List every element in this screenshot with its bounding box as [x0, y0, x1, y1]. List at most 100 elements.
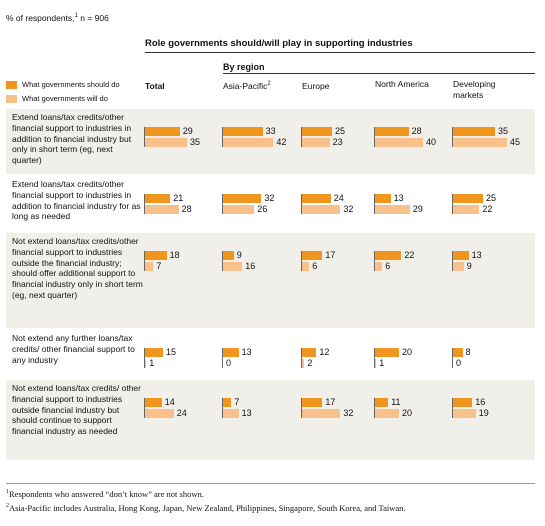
bar-should-total-row-5: [145, 398, 162, 407]
value-will-europe-row-5: 32: [343, 408, 354, 418]
column-asia-pacific: Asia-Pacific2: [223, 80, 271, 91]
respondents-note: % of respondents,1 n = 906: [6, 13, 109, 23]
axis-tick-north-america-row-5: [374, 398, 375, 418]
axis-tick-developing-markets-row-5: [452, 398, 453, 418]
value-should-developing-markets-row-3: 13: [471, 250, 482, 260]
value-will-north-america-row-5: 20: [402, 408, 413, 418]
bar-should-europe-row-5: [302, 398, 323, 407]
bar-will-developing-markets-row-1: [453, 138, 507, 147]
axis-tick-total-row-4: [144, 348, 145, 368]
bar-will-total-row-3: [145, 262, 154, 271]
value-should-north-america-row-1: 28: [411, 126, 422, 136]
bar-will-europe-row-1: [302, 138, 330, 147]
axis-tick-europe-row-1: [301, 127, 302, 147]
axis-tick-total-row-2: [144, 194, 145, 214]
bar-will-north-america-row-4: [375, 359, 377, 368]
value-will-developing-markets-row-5: 19: [478, 408, 489, 418]
value-will-north-america-row-3: 6: [385, 261, 391, 271]
axis-tick-total-row-1: [144, 127, 145, 147]
bar-should-europe-row-1: [302, 127, 332, 136]
bar-should-asia-pacific-row-1: [223, 127, 263, 136]
value-will-developing-markets-row-1: 45: [510, 137, 521, 147]
value-will-north-america-row-4: 1: [379, 358, 385, 368]
axis-tick-europe-row-3: [301, 251, 302, 271]
value-should-asia-pacific-row-5: 7: [234, 397, 240, 407]
value-should-asia-pacific-row-1: 33: [265, 126, 276, 136]
bar-should-developing-markets-row-3: [453, 251, 469, 260]
value-will-total-row-5: 24: [176, 408, 187, 418]
bar-should-developing-markets-row-4: [453, 348, 463, 357]
axis-tick-north-america-row-2: [374, 194, 375, 214]
bar-will-asia-pacific-row-3: [223, 262, 243, 271]
value-should-north-america-row-3: 22: [404, 250, 415, 260]
axis-tick-europe-row-2: [301, 194, 302, 214]
region-rule: [223, 73, 535, 74]
value-should-total-row-1: 29: [182, 126, 193, 136]
value-will-europe-row-3: 6: [312, 261, 318, 271]
bar-will-europe-row-4: [302, 359, 305, 368]
value-will-europe-row-1: 23: [332, 137, 343, 147]
row-label-5: Not extend loans/tax credits/ other fina…: [12, 383, 141, 437]
bar-should-europe-row-3: [302, 251, 323, 260]
value-should-developing-markets-row-4: 8: [465, 347, 471, 357]
value-will-asia-pacific-row-4: 0: [226, 358, 232, 368]
bar-will-europe-row-5: [302, 409, 341, 418]
value-will-developing-markets-row-3: 9: [466, 261, 472, 271]
footnote-rule: [6, 483, 535, 484]
bar-should-total-row-3: [145, 251, 167, 260]
bar-should-north-america-row-4: [375, 348, 399, 357]
bar-should-north-america-row-5: [375, 398, 389, 407]
bar-will-developing-markets-row-5: [453, 409, 476, 418]
bar-will-total-row-2: [145, 205, 179, 214]
legend-swatch-will: [6, 94, 17, 103]
value-will-asia-pacific-row-2: 26: [257, 204, 268, 214]
value-will-total-row-1: 35: [190, 137, 201, 147]
bar-will-total-row-1: [145, 138, 187, 147]
value-should-europe-row-5: 17: [325, 397, 336, 407]
bar-should-asia-pacific-row-5: [223, 398, 232, 407]
axis-tick-europe-row-4: [301, 348, 302, 368]
bar-will-developing-markets-row-2: [453, 205, 480, 214]
bar-will-europe-row-3: [302, 262, 310, 271]
value-will-total-row-4: 1: [149, 358, 155, 368]
bar-should-developing-markets-row-2: [453, 194, 483, 203]
bar-will-europe-row-2: [302, 205, 341, 214]
bar-will-total-row-4: [145, 359, 147, 368]
value-should-europe-row-3: 17: [325, 250, 336, 260]
row-band-3: [6, 233, 535, 328]
axis-tick-total-row-3: [144, 251, 145, 271]
value-should-developing-markets-row-1: 35: [498, 126, 509, 136]
column-total: Total: [145, 81, 165, 91]
value-should-asia-pacific-row-3: 9: [236, 250, 242, 260]
row-label-2: Extend loans/tax credits/other financial…: [12, 179, 141, 222]
axis-tick-developing-markets-row-3: [452, 251, 453, 271]
bar-should-developing-markets-row-1: [453, 127, 495, 136]
bar-should-total-row-1: [145, 127, 180, 136]
bar-will-north-america-row-2: [375, 205, 410, 214]
value-will-asia-pacific-row-1: 42: [276, 137, 287, 147]
value-should-asia-pacific-row-4: 13: [241, 347, 252, 357]
value-will-developing-markets-row-4: 0: [456, 358, 462, 368]
bar-should-europe-row-4: [302, 348, 317, 357]
by-region-label: By region: [223, 62, 265, 72]
value-should-developing-markets-row-2: 25: [486, 193, 497, 203]
value-will-developing-markets-row-2: 22: [482, 204, 493, 214]
legend-label-should: What governments should do: [22, 80, 120, 89]
title-rule: [145, 52, 535, 53]
value-will-asia-pacific-row-5: 13: [241, 408, 252, 418]
bar-should-asia-pacific-row-2: [223, 194, 262, 203]
bar-will-north-america-row-1: [375, 138, 423, 147]
value-should-asia-pacific-row-2: 32: [264, 193, 275, 203]
axis-tick-total-row-5: [144, 398, 145, 418]
bar-should-asia-pacific-row-4: [223, 348, 239, 357]
bar-will-asia-pacific-row-1: [223, 138, 274, 147]
value-will-europe-row-4: 2: [307, 358, 313, 368]
axis-tick-asia-pacific-row-2: [222, 194, 223, 214]
footnote-2: 2Asia-Pacific includes Australia, Hong K…: [6, 503, 406, 513]
row-band-5: [6, 380, 535, 460]
axis-tick-north-america-row-1: [374, 127, 375, 147]
bar-should-north-america-row-3: [375, 251, 402, 260]
column-north-america: North America: [375, 79, 429, 89]
value-will-north-america-row-1: 40: [426, 137, 437, 147]
bar-will-north-america-row-3: [375, 262, 383, 271]
